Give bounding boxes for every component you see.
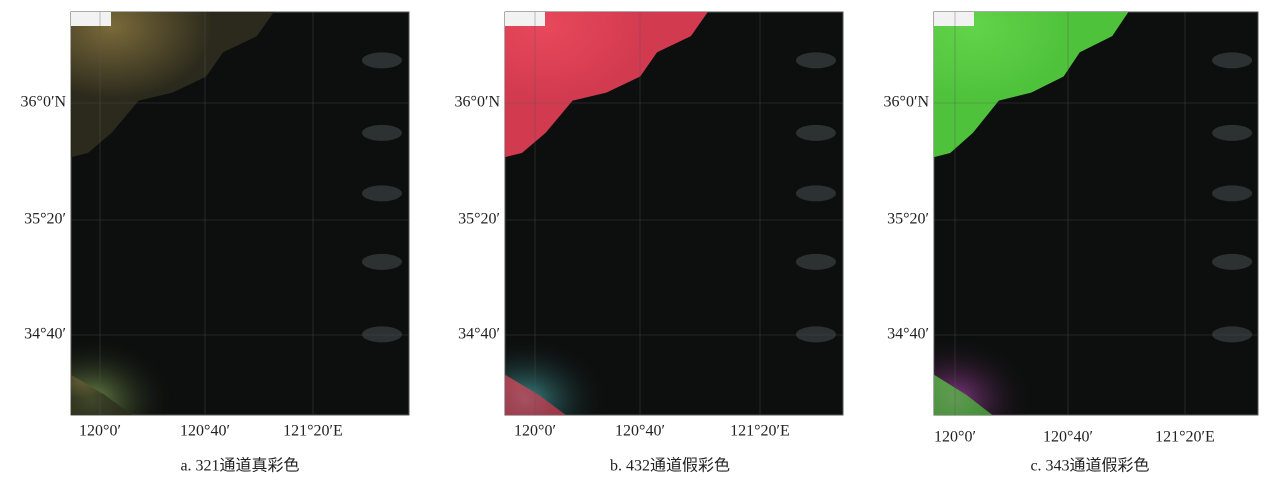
caption: b. 432通道假彩色 xyxy=(610,457,730,475)
cloud xyxy=(796,185,836,201)
lat-label: 34°40′ xyxy=(887,326,929,343)
cloud xyxy=(362,125,402,141)
cloud xyxy=(1212,52,1252,68)
cloud xyxy=(362,326,402,342)
lat-label: 36°0′N xyxy=(884,94,930,111)
lat-label: 35°20′ xyxy=(458,211,500,228)
lon-label: 120°40′ xyxy=(180,423,230,440)
panel: 36°0′N 35°20′ 34°40′ 120°0′ 120°40′ 121°20′E c… xyxy=(884,12,1258,475)
caption: c. 343通道假彩色 xyxy=(1030,457,1149,475)
land-corner xyxy=(934,12,974,26)
cloud xyxy=(796,125,836,141)
land-corner xyxy=(71,12,111,26)
land-corner xyxy=(505,12,545,26)
lon-label: 120°0′ xyxy=(79,423,121,440)
lat-label: 36°0′N xyxy=(21,94,67,111)
lon-label: 120°40′ xyxy=(1043,429,1093,446)
lon-label: 121°20′E xyxy=(730,423,790,440)
lon-label: 121°20′E xyxy=(283,423,343,440)
cloud xyxy=(362,52,402,68)
turbid-water xyxy=(505,262,708,415)
lon-label: 120°40′ xyxy=(615,423,665,440)
cloud xyxy=(1212,254,1252,270)
cloud xyxy=(1212,326,1252,342)
cloud xyxy=(1212,125,1252,141)
lat-label: 36°0′N xyxy=(455,94,501,111)
cloud xyxy=(362,254,402,270)
lon-label: 120°0′ xyxy=(934,429,976,446)
cloud xyxy=(796,326,836,342)
lon-label: 121°20′E xyxy=(1155,429,1215,446)
lat-label: 34°40′ xyxy=(458,326,500,343)
turbid-water xyxy=(71,262,274,415)
cloud xyxy=(1212,185,1252,201)
lon-label: 120°0′ xyxy=(514,423,556,440)
lat-label: 34°40′ xyxy=(24,326,66,343)
figure: 36°0′N 35°20′ 34°40′ 120°0′ 120°40′ 121°20′E a… xyxy=(0,0,1272,477)
cloud xyxy=(362,185,402,201)
cloud xyxy=(796,52,836,68)
caption: a. 321通道真彩色 xyxy=(180,457,299,475)
lat-label: 35°20′ xyxy=(887,211,929,228)
panel: 36°0′N 35°20′ 34°40′ 120°0′ 120°40′ 121°20′E a… xyxy=(21,12,409,475)
turbid-water xyxy=(934,262,1128,415)
cloud xyxy=(796,254,836,270)
lat-label: 35°20′ xyxy=(24,211,66,228)
panel: 36°0′N 35°20′ 34°40′ 120°0′ 120°40′ 121°20′Eb… xyxy=(455,12,843,475)
